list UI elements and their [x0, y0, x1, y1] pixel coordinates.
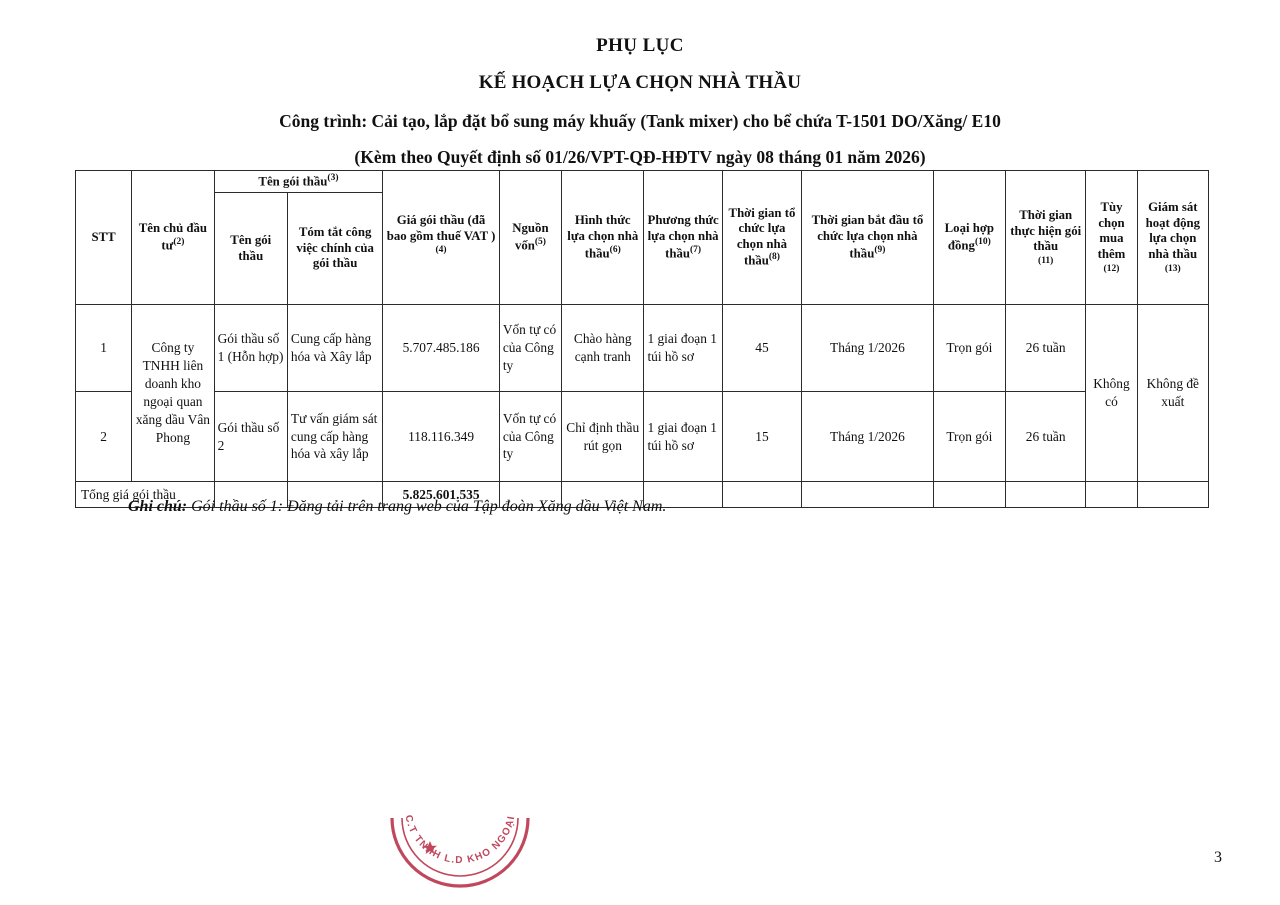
footnote-label: Ghi chú:	[128, 498, 188, 515]
cell-phuong-thuc: 1 giai đoạn 1 túi hồ sơ	[643, 391, 723, 482]
table-header-group-row: STT Tên chủ đầu tư(2) Tên gói thầu(3) Gi…	[74, 170, 1210, 305]
cell-stt: 2	[74, 391, 133, 482]
project-title: Công trình: Cải tạo, lắp đặt bổ sung máy…	[279, 110, 1001, 131]
table-body: 1 Công ty TNHH liên doanh kho ngoại quan…	[74, 304, 1210, 508]
total-spacer-thoi-gian-thuc-hien	[1005, 481, 1087, 508]
total-spacer-ten-goi-thau	[213, 481, 288, 508]
document-subtitle: KẾ HOẠCH LỰA CHỌN NHÀ THẦU	[478, 71, 802, 93]
cell-hinh-thuc: Chỉ định thầu rút gọn	[561, 391, 645, 482]
th-thoi-gian-bat-dau: Thời gian bắt đầu tổ chức lựa chọn nhà t…	[801, 170, 934, 305]
decision-reference: (Kèm theo Quyết định số 01/26/VPT-QĐ-HĐT…	[354, 147, 926, 168]
th-thoi-gian-thuc-hien: Thời gian thực hiện gói thầu (11)	[1005, 170, 1087, 305]
th-giam-sat: Giám sát hoạt động lựa chọn nhà thầu (13)	[1136, 170, 1210, 305]
cell-thoi-gian-to-chuc: 45	[721, 304, 803, 392]
document-header: PHỤ LỤC KẾ HOẠCH LỰA CHỌN NHÀ THẦU Công …	[0, 0, 1280, 169]
cell-ten-goi-thau: Gói thầu số 2	[213, 391, 288, 482]
svg-text:C.T TNHH L.D KHO NGOẠI: C.T TNHH L.D KHO NGOẠI	[402, 814, 517, 866]
th-tuy-chon-mua-them: Tùy chọn mua thêm (12)	[1085, 170, 1138, 305]
table-head: STT Tên chủ đầu tư(2) Tên gói thầu(3) Gi…	[74, 170, 1210, 305]
cell-nguon-von: Vốn tự có của Công ty	[498, 304, 563, 392]
table-row: 1 Công ty TNHH liên doanh kho ngoại quan…	[74, 304, 1210, 482]
th-loai-hop-dong: Loại hợp đồng(10)	[932, 170, 1007, 305]
cell-nguon-von: Vốn tự có của Công ty	[498, 391, 563, 482]
cell-thoi-gian-to-chuc: 15	[721, 391, 803, 482]
cell-tuy-chon-mua-them: Không có	[1085, 304, 1138, 482]
cell-ten-goi-thau: Gói thầu số 1 (Hỗn hợp)	[213, 304, 288, 392]
total-spacer-hinh-thuc	[561, 481, 645, 508]
total-spacer-loai-hop-dong	[932, 481, 1007, 508]
page-number: 3	[1214, 849, 1222, 866]
th-ten-goi-thau: Tên gói thầu	[213, 192, 288, 305]
cell-loai-hop-dong: Trọn gói	[932, 391, 1007, 482]
th-thoi-gian-to-chuc: Thời gian tổ chức lựa chọn nhà thầu(8)	[721, 170, 803, 305]
th-phuong-thuc-lua-chon: Phương thức lựa chọn nhà thầu(7)	[643, 170, 723, 305]
cell-tom-tat: Cung cấp hàng hóa và Xây lắp	[286, 304, 384, 392]
table-header-sub-row: Tên gói thầu Tóm tắt công việc chính của…	[76, 192, 1209, 305]
th-hinh-thuc-lua-chon: Hình thức lựa chọn nhà thầu(6)	[561, 170, 645, 305]
cell-phuong-thuc: 1 giai đoạn 1 túi hồ sơ	[643, 304, 723, 392]
bidding-plan-table: STT Tên chủ đầu tư(2) Tên gói thầu(3) Gi…	[74, 170, 1210, 508]
cell-giam-sat: Không đề xuất	[1136, 304, 1210, 482]
cell-hinh-thuc: Chào hàng cạnh tranh	[561, 304, 645, 392]
cell-gia-goi-thau: 5.707.485.186	[382, 304, 500, 392]
th-chu-dau-tu: Tên chủ đầu tư(2)	[131, 170, 215, 305]
cell-tom-tat: Tư vấn giám sát cung cấp hàng hóa và xây…	[286, 391, 384, 482]
th-stt: STT	[74, 170, 133, 305]
th-group-ten-goi-thau: Tên gói thầu(3)	[213, 170, 384, 193]
cell-chu-dau-tu: Công ty TNHH liên doanh kho ngoại quan x…	[131, 304, 215, 482]
th-gia-goi-thau: Giá gói thầu (đã bao gồm thuế VAT )(4)	[382, 170, 500, 305]
cell-thoi-gian-thuc-hien: 26 tuần	[1005, 304, 1087, 392]
cell-stt: 1	[74, 304, 133, 392]
cell-thoi-gian-thuc-hien: 26 tuần	[1005, 391, 1087, 482]
total-spacer-tom-tat	[286, 481, 384, 508]
total-spacer-tuy-chon	[1085, 481, 1138, 508]
table-row: 2 Gói thầu số 2 Tư vấn giám sát cung cấp…	[74, 391, 1209, 482]
bidding-plan-table-wrap: STT Tên chủ đầu tư(2) Tên gói thầu(3) Gi…	[74, 170, 1210, 508]
footnote-text: Gói thầu số 1: Đăng tải trên trang web c…	[187, 498, 667, 515]
table-total-row: Tổng giá gói thầu 5.825.601.535	[75, 481, 1210, 508]
th-tom-tat-cong-viec: Tóm tắt công việc chính của gói thầu	[286, 192, 384, 305]
total-spacer-nguon-von	[498, 481, 563, 508]
total-spacer-giam-sat	[1136, 481, 1210, 508]
footnote: Ghi chú: Gói thầu số 1: Đăng tải trên tr…	[128, 497, 666, 518]
cell-thoi-gian-bat-dau: Tháng 1/2026	[801, 391, 934, 482]
total-spacer-thoi-gian-bat-dau	[801, 481, 934, 508]
cell-loai-hop-dong: Trọn gói	[932, 304, 1007, 392]
th-nguon-von: Nguồn vốn(5)	[498, 170, 563, 305]
page-title: PHỤ LỤC	[596, 35, 684, 56]
company-seal-stamp: C.T TNHH L.D KHO NGOẠI	[378, 788, 543, 888]
total-value: 5.825.601.535	[382, 481, 500, 508]
cell-gia-goi-thau: 118.116.349	[382, 391, 500, 482]
total-spacer-thoi-gian-to-chuc	[721, 481, 803, 508]
total-spacer-phuong-thuc	[643, 481, 723, 508]
cell-thoi-gian-bat-dau: Tháng 1/2026	[801, 304, 934, 392]
